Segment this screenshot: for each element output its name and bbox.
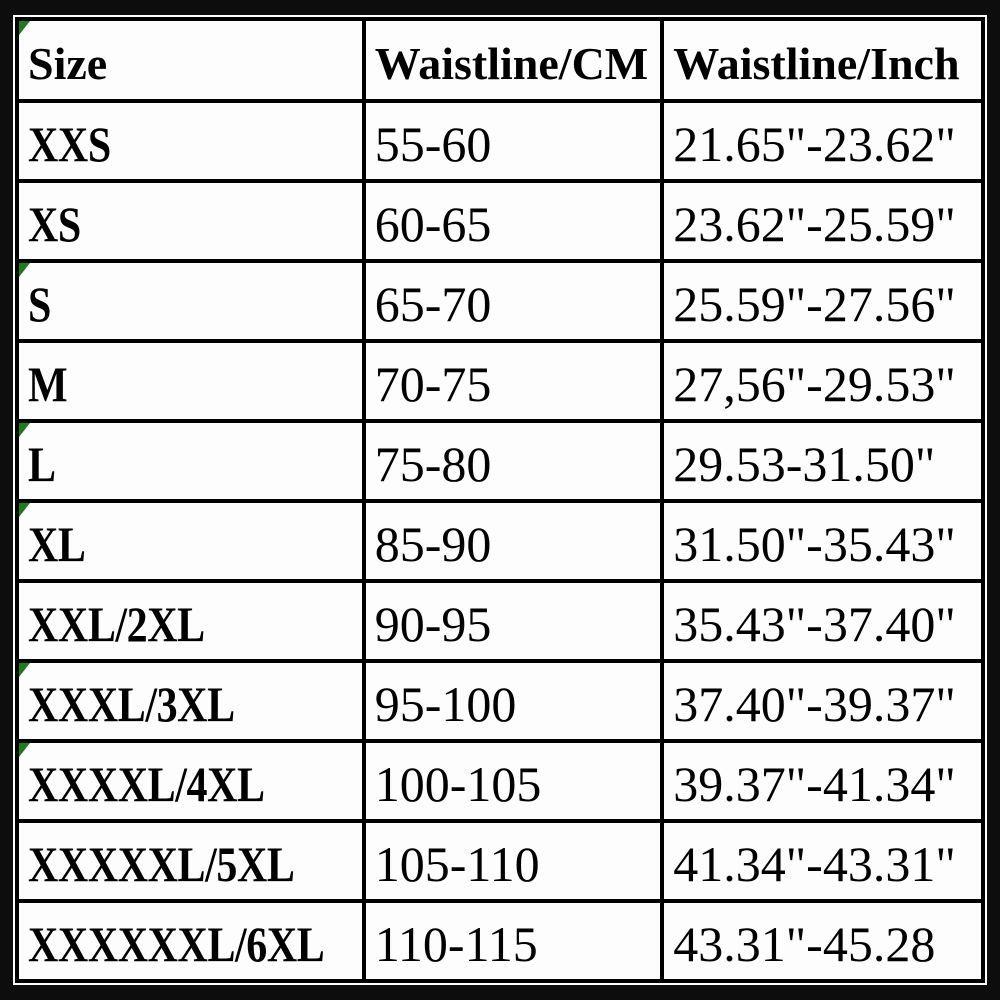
waistline-cm-value: 60-65 [374,196,492,252]
waistline-inch-cell: 37.40"-39.37" [660,659,985,743]
size-cell: M [15,339,366,423]
waistline-inch-cell: 35.43"-37.40" [660,579,985,663]
size-cell: L [15,419,366,503]
size-cell-label: XXXXL/4XL [28,756,265,812]
size-cell-label: L [28,436,56,492]
cell-flag-icon [20,265,30,277]
size-cell-label: M [28,356,68,412]
waistline-cm-cell: 60-65 [361,179,665,263]
table-row: XXS 55-60 21.65"-23.62" [15,99,985,183]
size-cell-label: XXS [28,116,111,172]
col-header-size: Size [15,17,366,103]
waistline-cm-cell: 100-105 [361,739,665,823]
waistline-cm-value: 75-80 [374,436,492,492]
waistline-inch-value: 43.31"-45.28 [673,916,936,972]
col-header-waistline-inch-label: Waistline/Inch [673,37,960,89]
size-cell: XXL/2XL [15,579,366,663]
waistline-inch-value: 29.53-31.50" [673,436,936,492]
table-row: XXXL/3XL 95-100 37.40"-39.37" [15,659,985,743]
table-row: XL 85-90 31.50"-35.43" [15,499,985,583]
size-cell: XXXXL/4XL [15,739,366,823]
size-cell-label: XXXXXL/5XL [28,836,295,892]
col-header-waistline-cm-label: Waistline/CM [374,37,649,89]
cell-flag-icon [20,745,30,757]
waistline-cm-cell: 105-110 [361,819,665,903]
waistline-inch-value: 27,56"-29.53" [673,356,956,412]
waistline-cm-cell: 70-75 [361,339,665,423]
waistline-cm-value: 100-105 [374,756,542,812]
waistline-cm-value: 65-70 [374,276,492,332]
size-table-body: XXS 55-60 21.65"-23.62" XS 60-65 23.62"-… [15,99,985,983]
waistline-cm-value: 90-95 [374,596,492,652]
table-row: XS 60-65 23.62"-25.59" [15,179,985,263]
waistline-cm-cell: 55-60 [361,99,665,183]
size-cell: XL [15,499,366,583]
waistline-inch-cell: 23.62"-25.59" [660,179,985,263]
table-row: L 75-80 29.53-31.50" [15,419,985,503]
waistline-cm-value: 55-60 [374,116,492,172]
waistline-inch-value: 25.59"-27.56" [673,276,956,332]
waistline-cm-cell: 65-70 [361,259,665,343]
waistline-cm-cell: 75-80 [361,419,665,503]
size-table: Size Waistline/CM Waistline/Inch XXS 55-… [15,17,985,983]
size-cell-label: XXXL/3XL [28,676,235,732]
waistline-inch-value: 31.50"-35.43" [673,516,956,572]
waistline-cm-value: 95-100 [374,676,517,732]
cell-flag-icon [20,23,30,35]
table-row: XXXXL/4XL 100-105 39.37"-41.34" [15,739,985,823]
waistline-inch-cell: 21.65"-23.62" [660,99,985,183]
waistline-inch-cell: 25.59"-27.56" [660,259,985,343]
size-chart: Size Waistline/CM Waistline/Inch XXS 55-… [13,15,987,985]
waistline-cm-value: 110-115 [374,916,538,972]
size-cell-label: XS [28,196,81,252]
waistline-cm-value: 105-110 [374,836,540,892]
size-cell: S [15,259,366,343]
table-row: S 65-70 25.59"-27.56" [15,259,985,343]
cell-flag-icon [20,425,30,437]
col-header-waistline-cm: Waistline/CM [361,17,665,103]
waistline-inch-cell: 43.31"-45.28 [660,899,985,983]
waistline-cm-value: 70-75 [374,356,492,412]
table-row: XXL/2XL 90-95 35.43"-37.40" [15,579,985,663]
size-cell: XXXXXXL/6XL [15,899,366,983]
table-row: XXXXXL/5XL 105-110 41.34"-43.31" [15,819,985,903]
waistline-inch-value: 41.34"-43.31" [673,836,956,892]
col-header-size-label: Size [28,37,108,89]
col-header-waistline-inch: Waistline/Inch [660,17,985,103]
size-cell-label: S [28,276,51,332]
waistline-inch-cell: 29.53-31.50" [660,419,985,503]
waistline-cm-cell: 110-115 [361,899,665,983]
size-cell: XS [15,179,366,263]
cell-flag-icon [20,665,30,677]
waistline-inch-value: 39.37"-41.34" [673,756,956,812]
waistline-cm-value: 85-90 [374,516,492,572]
waistline-inch-cell: 27,56"-29.53" [660,339,985,423]
size-cell: XXXL/3XL [15,659,366,743]
size-cell: XXXXXL/5XL [15,819,366,903]
waistline-inch-cell: 41.34"-43.31" [660,819,985,903]
table-row: M 70-75 27,56"-29.53" [15,339,985,423]
table-row: XXXXXXL/6XL 110-115 43.31"-45.28 [15,899,985,983]
waistline-inch-cell: 31.50"-35.43" [660,499,985,583]
waistline-inch-value: 37.40"-39.37" [673,676,956,732]
size-cell-label: XL [28,516,86,572]
header-row: Size Waistline/CM Waistline/Inch [15,17,985,103]
waistline-inch-cell: 39.37"-41.34" [660,739,985,823]
size-cell: XXS [15,99,366,183]
waistline-cm-cell: 85-90 [361,499,665,583]
waistline-inch-value: 35.43"-37.40" [673,596,956,652]
waistline-cm-cell: 90-95 [361,579,665,663]
waistline-inch-value: 23.62"-25.59" [673,196,956,252]
cell-flag-icon [20,505,30,517]
waistline-cm-cell: 95-100 [361,659,665,743]
size-cell-label: XXXXXXL/6XL [28,916,325,972]
size-cell-label: XXL/2XL [28,596,205,652]
waistline-inch-value: 21.65"-23.62" [673,116,956,172]
